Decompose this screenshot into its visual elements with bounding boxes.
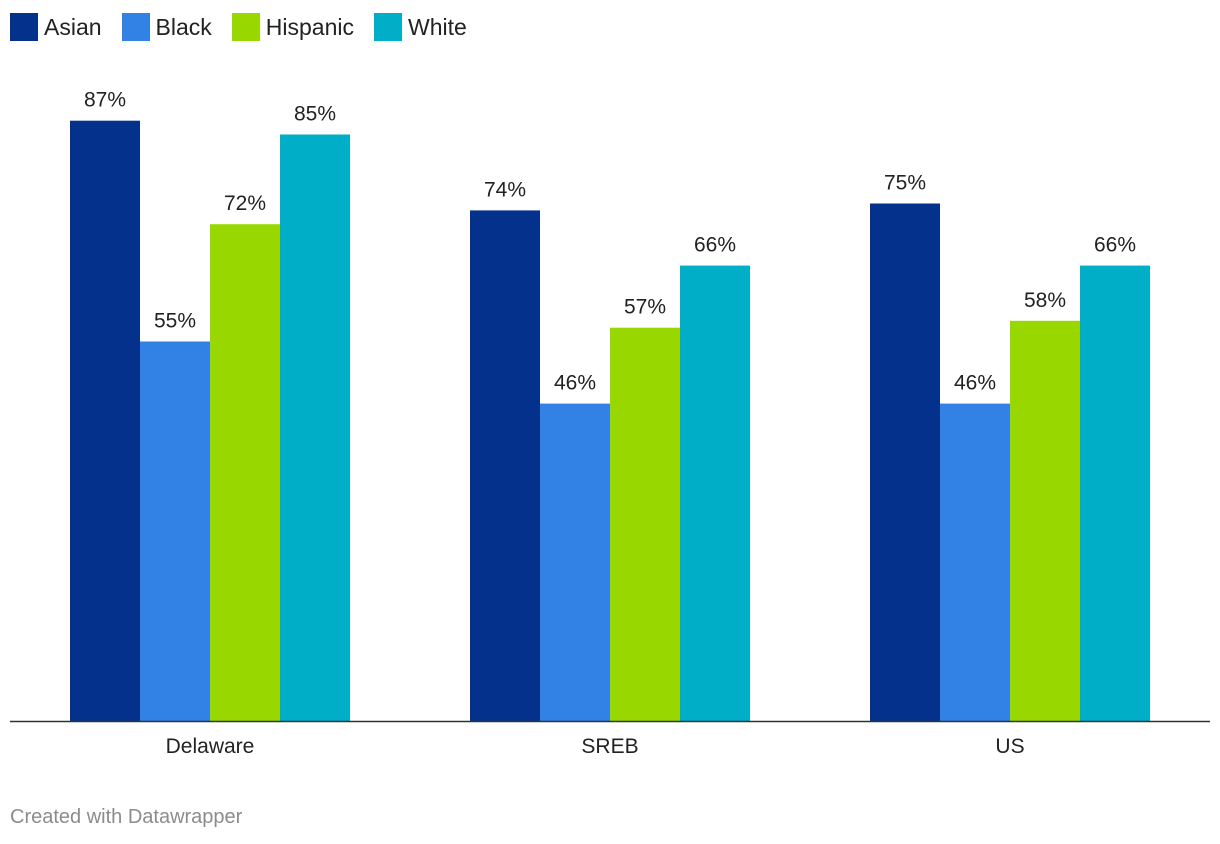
data-label-us-black: 46%	[954, 372, 996, 395]
bar-delaware-asian	[70, 121, 140, 721]
bar-delaware-hispanic	[210, 224, 280, 721]
data-label-delaware-hispanic: 72%	[224, 192, 266, 215]
x-tick-label-us: US	[995, 735, 1024, 758]
data-label-us-asian: 75%	[884, 172, 926, 195]
x-tick-label-delaware: Delaware	[166, 735, 255, 758]
bar-us-asian	[870, 204, 940, 722]
data-label-delaware-black: 55%	[154, 310, 196, 333]
x-tick-label-sreb: SREB	[581, 735, 638, 758]
data-label-delaware-asian: 87%	[84, 89, 126, 112]
data-label-sreb-asian: 74%	[484, 178, 526, 201]
bar-chart: 87% 55% 72% 85% Delaware 74% 46% 57% 66% SREB 75% 4…	[0, 0, 1220, 790]
bar-sreb-black	[540, 404, 610, 721]
footer-credit: Created with Datawrapper	[10, 806, 242, 829]
data-label-us-white: 66%	[1094, 234, 1136, 257]
bar-us-black	[940, 404, 1010, 721]
data-label-sreb-hispanic: 57%	[624, 296, 666, 319]
data-label-sreb-white: 66%	[694, 234, 736, 257]
bar-us-white	[1080, 266, 1150, 721]
bar-delaware-black	[140, 342, 210, 722]
bar-sreb-white	[680, 266, 750, 721]
data-label-sreb-black: 46%	[554, 372, 596, 395]
data-label-delaware-white: 85%	[294, 103, 336, 126]
data-label-us-hispanic: 58%	[1024, 289, 1066, 312]
bar-delaware-white	[280, 135, 350, 722]
bar-sreb-asian	[470, 210, 540, 721]
bar-sreb-hispanic	[610, 328, 680, 721]
bar-us-hispanic	[1010, 321, 1080, 721]
